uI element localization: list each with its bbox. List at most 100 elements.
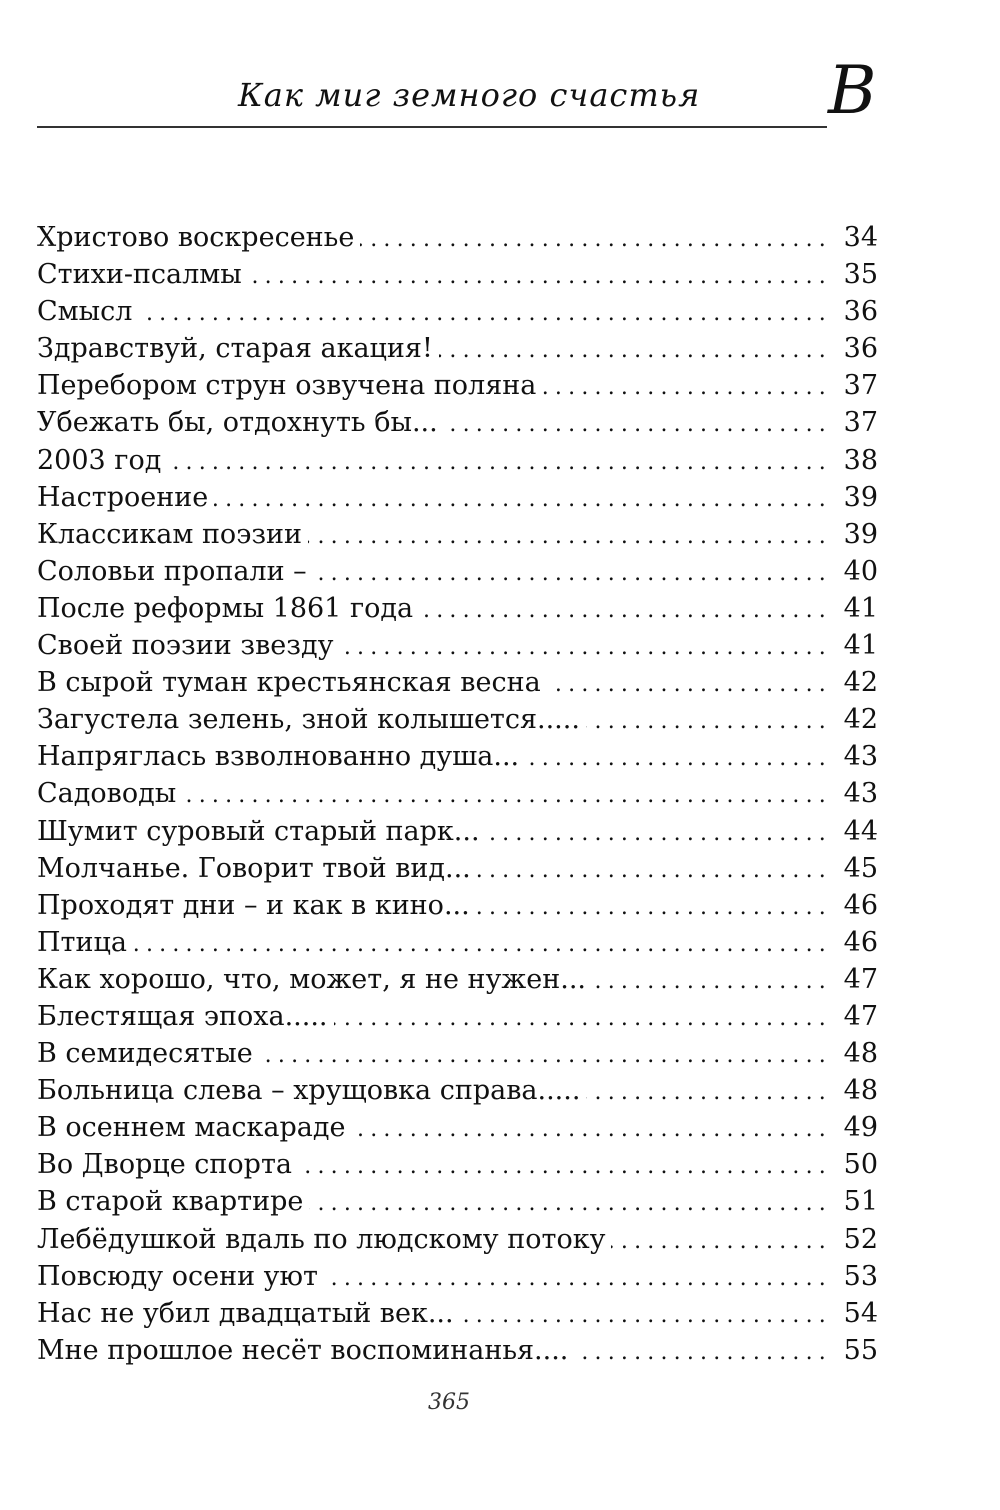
toc-entry: Нас не убил двадцатый век...............… — [37, 1295, 878, 1332]
entry-title: Соловьи пропали – — [37, 555, 307, 587]
toc-entry: Смысл...................................… — [37, 293, 878, 330]
entry-title: Перебором струн озвучена поляна — [37, 370, 537, 402]
entry-page: 47 — [843, 963, 878, 995]
entry-title: Мне прошлое несёт воспоминанья.... — [37, 1334, 569, 1366]
dot-leader: ........................................… — [138, 301, 832, 327]
header-title: Как миг земного счастья — [238, 76, 701, 114]
dot-leader: ........................................… — [546, 672, 832, 698]
entry-page: 48 — [843, 1038, 878, 1070]
entry-page: 39 — [843, 518, 878, 550]
toc-entry: Напряглась взволнованно душа............… — [37, 738, 878, 775]
toc-entry: Шумит суровый старый парк...............… — [37, 813, 878, 850]
entry-page: 51 — [843, 1186, 878, 1218]
toc-entry: Проходят дни – и как в кино.............… — [37, 887, 878, 924]
toc-entry: Мне прошлое несёт воспоминанья..........… — [37, 1332, 878, 1369]
entry-title: Нас не убил двадцатый век... — [37, 1297, 454, 1329]
toc-entry: После реформы 1861 года.................… — [37, 590, 878, 627]
entry-page: 34 — [843, 222, 878, 253]
toc-entry: Перебором струн озвучена поляна.........… — [37, 367, 878, 404]
toc-entry: Садоводы................................… — [37, 775, 878, 812]
dot-leader: ........................................… — [298, 1154, 832, 1180]
dot-leader: ........................................… — [443, 412, 832, 438]
entry-title: Стихи-псалмы — [37, 259, 242, 291]
dot-leader: ........................................… — [334, 1005, 832, 1031]
toc-entry: В осеннем маскараде.....................… — [37, 1109, 878, 1146]
dot-leader: ........................................… — [525, 746, 832, 772]
entry-page: 46 — [843, 889, 878, 921]
dot-leader: ........................................… — [132, 931, 832, 957]
entry-title: Загустела зелень, зной колышется..... — [37, 704, 580, 736]
toc-entry: Христово воскресенье....................… — [37, 219, 878, 256]
entry-page: 35 — [843, 259, 878, 291]
entry-page: 43 — [843, 778, 878, 810]
entry-page: 42 — [843, 667, 878, 699]
entry-page: 41 — [843, 630, 878, 662]
entry-page: 37 — [843, 407, 878, 439]
toc-entry: Стихи-псалмы............................… — [37, 256, 878, 293]
dot-leader: ........................................… — [459, 1302, 832, 1328]
toc-entry: Убежать бы, отдохнуть бы................… — [37, 404, 878, 441]
dot-leader: ........................................… — [340, 635, 832, 661]
toc-entry: В старой квартире.......................… — [37, 1183, 878, 1220]
entry-title: Повсюду осени уют — [37, 1260, 318, 1292]
entry-title: В семидесятые — [37, 1038, 253, 1070]
dot-leader: ........................................… — [586, 709, 832, 735]
entry-title: Настроение — [37, 481, 209, 513]
entry-title: Здравствуй, старая акация! — [37, 333, 433, 365]
entry-title: Больница слева – хрущовка справа..... — [37, 1075, 581, 1107]
dot-leader: ........................................… — [259, 1043, 832, 1069]
toc-entry: Как хорошо, что, может, я не нужен......… — [37, 961, 878, 998]
toc-entry: Больница слева – хрущовка справа........… — [37, 1072, 878, 1109]
entry-title: Своей поэзии звезду — [37, 630, 334, 662]
entry-page: 55 — [843, 1334, 878, 1366]
entry-page: 53 — [843, 1260, 878, 1292]
entry-title: После реформы 1861 года — [37, 592, 414, 624]
entry-page: 36 — [843, 333, 878, 365]
entry-title: Птица — [37, 926, 127, 958]
page-number: 365 — [428, 1390, 470, 1415]
entry-page: 40 — [843, 555, 878, 587]
toc-entry: Соловьи пропали –.......................… — [37, 553, 878, 590]
dot-leader: ........................................… — [542, 375, 832, 401]
dot-leader: ........................................… — [167, 449, 832, 475]
dot-leader: ........................................… — [247, 264, 832, 290]
toc-entry: Загустела зелень, зной колышется........… — [37, 701, 878, 738]
toc-entry: Здравствуй, старая акация!..............… — [37, 330, 878, 367]
dot-leader: ........................................… — [182, 783, 832, 809]
entry-page: 46 — [843, 926, 878, 958]
entry-title: 2003 год — [37, 444, 162, 476]
toc-entry: В сырой туман крестьянская весна........… — [37, 664, 878, 701]
entry-title: В старой квартире — [37, 1186, 304, 1218]
entry-title: Напряглась взволнованно душа... — [37, 741, 520, 773]
entry-title: Смысл — [37, 296, 133, 328]
toc-entry: Во Дворце спорта........................… — [37, 1146, 878, 1183]
entry-page: 44 — [843, 815, 878, 847]
dot-leader: ........................................… — [324, 1265, 832, 1291]
entry-title: Убежать бы, отдохнуть бы... — [37, 407, 438, 439]
entry-title: В осеннем маскараде — [37, 1112, 346, 1144]
dot-leader: ........................................… — [574, 1339, 832, 1365]
entry-title: Христово воскресенье — [37, 222, 355, 253]
dot-leader: ........................................… — [475, 894, 832, 920]
dot-leader: ........................................… — [438, 338, 832, 364]
toc-entry: Повсюду осени уют.......................… — [37, 1258, 878, 1295]
entry-page: 45 — [843, 852, 878, 884]
entry-page: 39 — [843, 481, 878, 513]
dot-leader: ........................................… — [486, 820, 832, 846]
entry-title: Блестящая эпоха..... — [37, 1000, 328, 1032]
entry-title: В сырой туман крестьянская весна — [37, 667, 541, 699]
entry-page: 38 — [843, 444, 878, 476]
running-header: Как миг земного счастья В — [0, 52, 1000, 160]
toc-entry: Своей поэзии звезду.....................… — [37, 627, 878, 664]
entry-title: Как хорошо, что, может, я не нужен... — [37, 963, 586, 995]
entry-title: Садоводы — [37, 778, 177, 810]
entry-page: 36 — [843, 296, 878, 328]
dot-leader: ........................................… — [313, 560, 832, 586]
toc-entry: 2003 год................................… — [37, 442, 878, 479]
toc-entry: Настроение..............................… — [37, 479, 878, 516]
entry-page: 54 — [843, 1297, 878, 1329]
entry-page: 37 — [843, 370, 878, 402]
toc-entry: Молчанье. Говорит твой вид..............… — [37, 850, 878, 887]
entry-page: 48 — [843, 1075, 878, 1107]
entry-page: 52 — [843, 1223, 878, 1255]
